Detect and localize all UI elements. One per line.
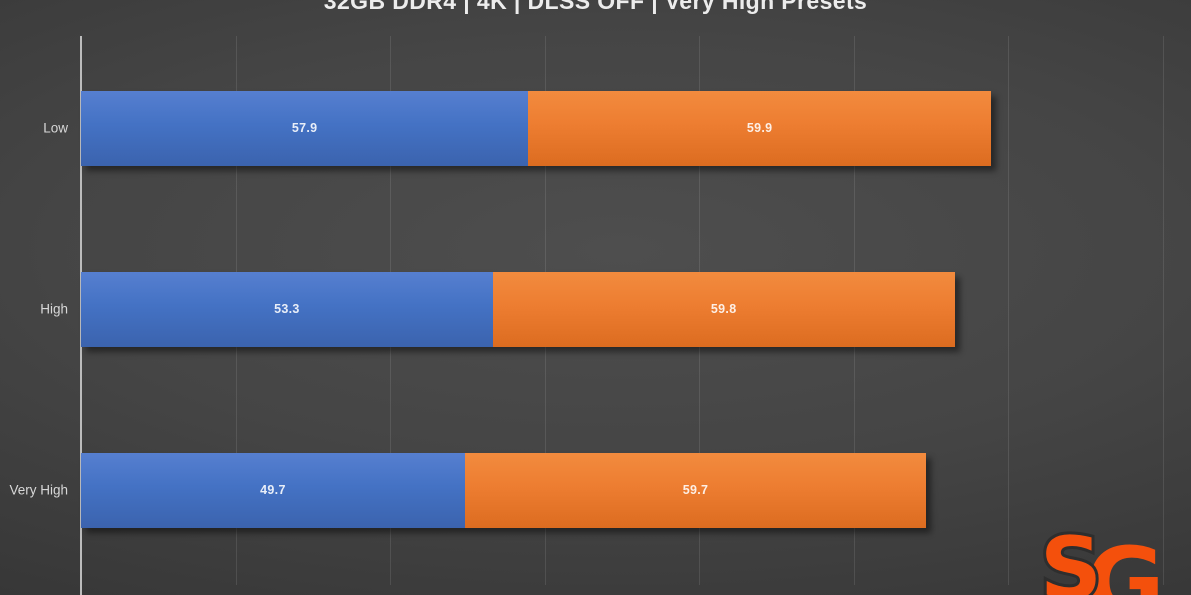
bar-value-label: 59.9 [746, 121, 773, 135]
bar-segment-blue: 53.3 [81, 271, 493, 347]
bar-row: 49.7 59.7 [81, 452, 927, 528]
category-label: Very High [9, 482, 68, 498]
category-label: Low [43, 120, 68, 136]
bar-value-label: 57.9 [291, 121, 318, 135]
bar-value-label: 59.8 [710, 302, 737, 316]
logo-letter-s: S [1040, 524, 1102, 595]
gridline [1008, 36, 1009, 585]
bar-value-label: 59.7 [682, 483, 709, 497]
chart-title: 32GB DDR4 | 4K | DLSS OFF | Very High Pr… [323, 0, 868, 14]
bar-segment-blue: 49.7 [81, 452, 465, 528]
gridline [1162, 36, 1164, 585]
bar-value-label: 49.7 [260, 483, 286, 497]
bar-segment-orange: 59.9 [528, 90, 991, 166]
sg-logo: G S [1037, 524, 1165, 595]
bar-segment-orange: 59.8 [492, 271, 955, 347]
bar-segment-orange: 59.7 [464, 452, 927, 528]
bar-segment-blue: 57.9 [81, 90, 529, 166]
logo-letter-g: G [1086, 527, 1165, 595]
category-label: High [40, 301, 68, 317]
bar-value-label: 53.3 [274, 302, 300, 316]
bar-row: 57.9 59.9 [81, 90, 991, 166]
bar-row: 53.3 59.8 [81, 271, 955, 347]
